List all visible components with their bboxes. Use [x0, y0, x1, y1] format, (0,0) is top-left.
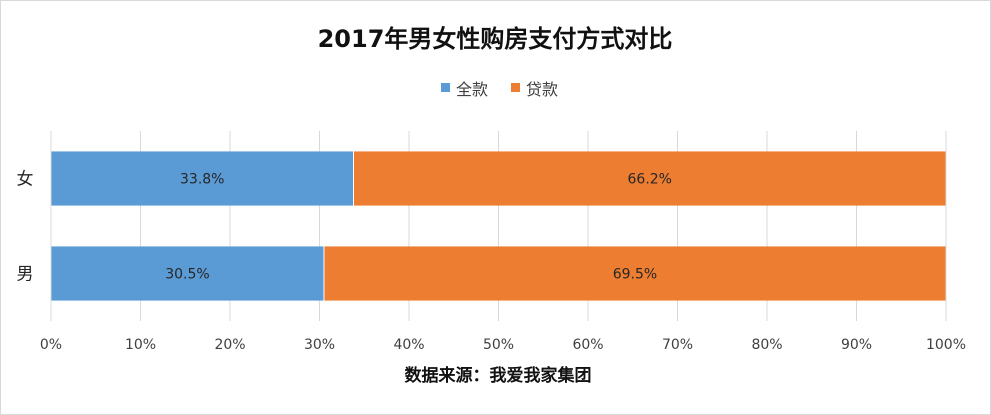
- x-axis-tick-labels: 0% 10% 20% 30% 40% 50% 60% 70% 80% 90% 100%: [40, 337, 966, 353]
- bar-segment: [51, 151, 354, 206]
- category-labels: 女男: [17, 170, 34, 285]
- source-note: 数据来源：我爱我家集团: [405, 365, 592, 386]
- data-label: 69.5%: [613, 267, 657, 283]
- x-tick-label: 50%: [483, 337, 514, 353]
- legend-label: 全款: [456, 80, 488, 99]
- legend-label: 贷款: [526, 80, 558, 99]
- x-tick-label: 20%: [214, 337, 245, 353]
- category-label: 男: [17, 265, 34, 285]
- category-label: 女: [17, 170, 34, 190]
- data-label: 30.5%: [165, 267, 209, 283]
- x-tick-label: 70%: [662, 337, 693, 353]
- bar-segment: [324, 246, 946, 301]
- x-tick-label: 90%: [841, 337, 872, 353]
- x-tick-label: 30%: [304, 337, 335, 353]
- x-tick-label: 60%: [572, 337, 603, 353]
- x-tick-label: 0%: [40, 337, 62, 353]
- data-label: 33.8%: [180, 172, 224, 188]
- legend-swatch: [511, 83, 520, 92]
- bars: 33.8% 66.2% 30.5% 69.5%: [51, 151, 946, 301]
- x-tick-label: 80%: [751, 337, 782, 353]
- chart-title: 2017年男女性购房支付方式对比: [318, 25, 673, 53]
- legend: 全款 贷款: [441, 80, 558, 99]
- x-tick-label: 40%: [393, 337, 424, 353]
- data-label: 66.2%: [628, 172, 672, 188]
- bar-segment: [354, 151, 946, 206]
- bar-segment: [51, 246, 324, 301]
- legend-swatch: [441, 83, 450, 92]
- x-tick-label: 100%: [926, 337, 966, 353]
- x-tick-label: 10%: [125, 337, 156, 353]
